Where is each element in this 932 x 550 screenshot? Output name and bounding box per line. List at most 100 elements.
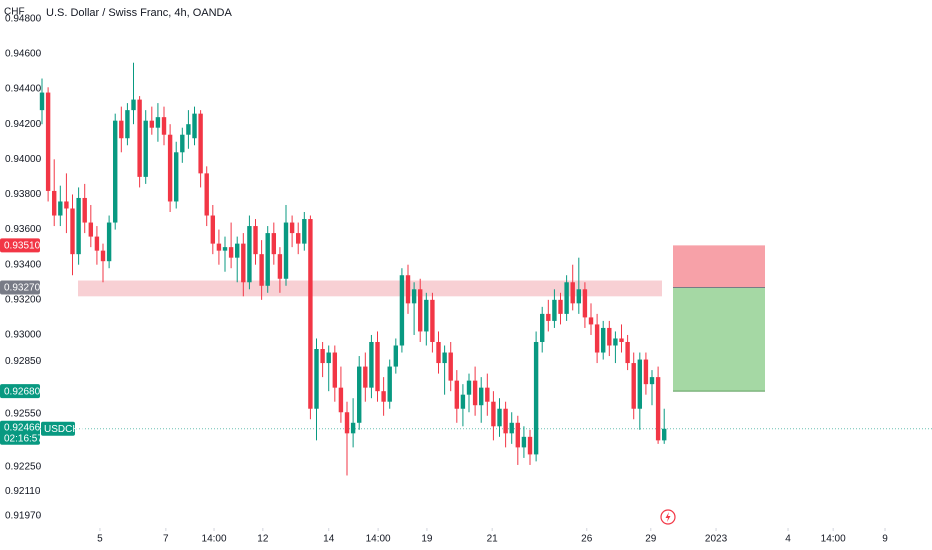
- y-tick-label: 0.93000: [5, 330, 42, 341]
- currency-label: CHF: [4, 7, 25, 18]
- candle-body: [533, 341, 539, 455]
- candle-body: [302, 219, 307, 244]
- candle-body: [649, 377, 655, 385]
- price-label: 0.93510: [4, 241, 41, 252]
- candle-body: [228, 247, 234, 258]
- support-zone: [78, 280, 662, 297]
- y-tick-label: 0.94800: [5, 13, 42, 24]
- candle-body: [350, 422, 356, 434]
- candle-body: [198, 113, 203, 174]
- chart-title: U.S. Dollar / Swiss Franc, 4h, OANDA: [46, 7, 232, 19]
- candle-body: [332, 352, 338, 388]
- candle-body: [125, 110, 130, 139]
- candle-body: [631, 363, 636, 409]
- candle-body: [52, 190, 57, 216]
- candle-body: [424, 299, 429, 332]
- price-label-bg: [0, 238, 40, 253]
- candle-body: [637, 359, 643, 409]
- candle-body: [515, 422, 521, 448]
- y-tick-label: 0.93200: [5, 294, 42, 305]
- candle-body: [314, 349, 319, 409]
- candle-body: [76, 197, 81, 255]
- y-tick-label: 0.93400: [5, 259, 42, 270]
- candle-body: [326, 352, 331, 364]
- candle-body: [472, 380, 478, 406]
- price-label-bg: [0, 280, 40, 295]
- x-tick-label: 19: [421, 534, 433, 545]
- price-label-bg: [0, 384, 40, 399]
- candle-body: [277, 254, 283, 279]
- candle-body: [58, 201, 63, 216]
- candle-body: [283, 222, 289, 279]
- candle-body: [527, 436, 533, 455]
- x-tick-label: 14:00: [202, 534, 227, 545]
- candle-body: [521, 436, 527, 448]
- candle-body: [662, 428, 667, 441]
- candle-body: [64, 201, 69, 209]
- stop-zone: [673, 245, 765, 288]
- candle-body: [613, 338, 618, 346]
- x-tick-label: 26: [581, 534, 593, 545]
- candle-body: [113, 120, 118, 223]
- candle-body: [436, 341, 441, 364]
- x-tick-label: 14:00: [366, 534, 391, 545]
- candle-body: [576, 289, 582, 304]
- candle-body: [588, 317, 594, 325]
- candle-body: [271, 233, 277, 255]
- y-tick-label: 0.93800: [5, 189, 42, 200]
- candle-body: [222, 247, 228, 251]
- alert-bolt: [665, 512, 671, 522]
- candle-body: [375, 341, 380, 392]
- candle-body: [509, 422, 514, 434]
- candle-body: [381, 391, 386, 402]
- x-tick-label: 9: [882, 534, 888, 545]
- alert-icon[interactable]: [660, 509, 676, 525]
- x-tick-label: 14: [323, 534, 335, 545]
- candle-body: [387, 366, 392, 402]
- y-tick-label: 0.92250: [5, 461, 42, 472]
- candle-body: [106, 222, 112, 262]
- candle-body: [552, 299, 557, 321]
- candle-body: [137, 99, 142, 177]
- x-tick-label: 14:00: [821, 534, 846, 545]
- candle-body: [180, 134, 185, 153]
- candle-body: [253, 226, 258, 255]
- x-tick-label: 7: [163, 534, 169, 545]
- candle-body: [296, 233, 301, 244]
- y-tick-label: 0.91970: [5, 511, 42, 522]
- candle-body: [216, 243, 222, 251]
- candle-body: [174, 152, 179, 202]
- candle-body: [643, 359, 649, 385]
- x-tick-label: 21: [487, 534, 499, 545]
- candle-body: [601, 327, 606, 353]
- candle-body: [259, 254, 264, 286]
- candle-body: [594, 324, 600, 353]
- candle-body: [466, 380, 472, 395]
- candle-body: [619, 338, 624, 342]
- candle-body: [491, 401, 496, 427]
- candle-body: [655, 377, 661, 441]
- candle-body: [167, 134, 173, 202]
- candle-body: [210, 215, 216, 244]
- y-tick-label: 0.92850: [5, 356, 42, 367]
- candle-body: [338, 387, 344, 413]
- candle-body: [479, 387, 484, 406]
- candle-body: [45, 92, 51, 191]
- candle-body: [204, 173, 209, 216]
- countdown: 02:16:57: [4, 433, 43, 444]
- candle-body: [558, 299, 563, 314]
- candle-body: [149, 120, 155, 128]
- candle-body: [186, 124, 191, 135]
- candle-body: [369, 341, 374, 388]
- x-tick-label: 29: [645, 534, 657, 545]
- candle-body: [442, 352, 447, 364]
- candle-layer: [39, 62, 667, 476]
- candle-body: [70, 208, 75, 255]
- y-tick-label: 0.94400: [5, 84, 42, 95]
- candle-body: [100, 250, 106, 262]
- candle-body: [411, 289, 417, 304]
- y-tick-label: 0.94600: [5, 49, 42, 60]
- candle-body: [155, 117, 161, 128]
- candle-body: [460, 394, 466, 409]
